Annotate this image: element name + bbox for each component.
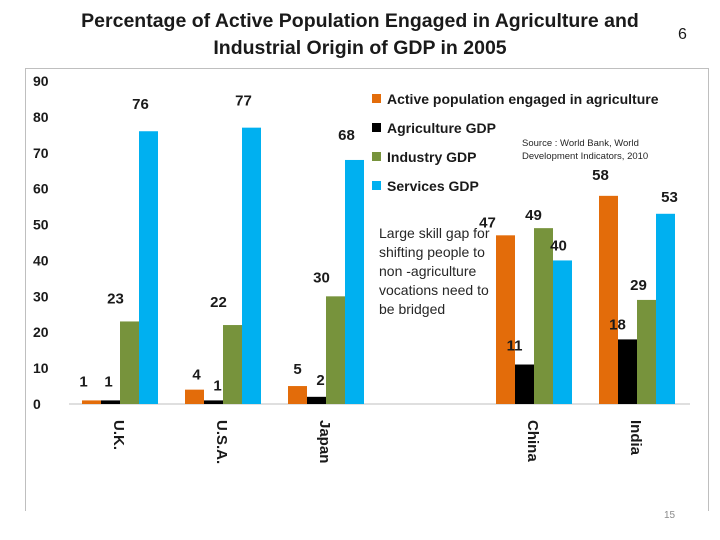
bar-india-series-0 [599,195,618,404]
data-label: 18 [609,316,626,333]
bar-japan-series-0 [288,386,307,404]
data-label: 29 [630,277,647,294]
y-tick-label: 80 [33,109,49,125]
y-tick-label: 30 [33,288,49,304]
bar-india-series-3 [656,213,675,404]
bar-uk-series-0 [82,400,101,404]
bar-india-series-2 [637,299,656,404]
bar-usa-series-3 [242,127,261,405]
y-tick-label: 10 [33,360,49,376]
page-number: 15 [664,510,676,521]
legend-item-industry-gdp: Industry GDP [372,142,658,171]
data-label: 47 [479,214,496,231]
chart-title: Percentage of Active Population Engaged … [40,8,680,62]
slide-number: 6 [678,26,687,43]
bar-usa-series-2 [223,325,242,404]
bar-china-series-3 [553,260,572,404]
bar-usa-series-1 [204,400,223,404]
data-label: 49 [525,207,542,224]
chart-title-line-2: Industrial Origin of GDP in 2005 [213,37,507,59]
source-note: Source : World Bank, World Development I… [522,137,682,163]
bar-india-series-1 [618,339,637,404]
legend-label: Industry GDP [387,148,477,165]
legend-label: Agriculture GDP [387,119,496,136]
data-label: 68 [338,127,355,144]
legend-swatch [372,152,381,161]
source-line-2: Development Indicators, 2010 [522,151,649,162]
data-label: 2 [316,372,324,389]
y-tick-label: 0 [33,396,41,412]
data-label: 1 [79,373,87,390]
legend-label: Active population engaged in agriculture [387,90,659,107]
y-tick-label: 90 [33,73,49,89]
category-label: Japan [316,420,333,463]
category-label: U.S.A. [213,420,230,464]
legend-swatch [372,123,381,132]
data-label: 1 [213,377,221,394]
bar-uk-series-3 [139,131,158,404]
chart-legend: Active population engaged in agriculture… [372,84,658,200]
bar-japan-series-3 [345,159,364,404]
bar-china-series-2 [534,228,553,404]
data-label: 77 [235,93,252,110]
data-label: 53 [661,189,678,206]
category-label: U.K. [110,420,127,450]
legend-item-agri-gdp: Agriculture GDP [372,113,658,142]
data-label: 40 [550,237,567,254]
chart-frame [25,68,709,511]
data-label: 58 [592,167,609,184]
bar-japan-series-2 [326,296,345,404]
data-label: 76 [132,96,149,113]
legend-swatch [372,94,381,103]
bar-uk-series-1 [101,400,120,404]
bar-china-series-1 [515,364,534,404]
legend-label: Services GDP [387,177,479,194]
bar-uk-series-2 [120,321,139,404]
data-label: 5 [293,361,301,378]
source-line-1: Source : World Bank, World [522,138,639,149]
data-label: 30 [313,269,330,286]
chart-title-line-1: Percentage of Active Population Engaged … [81,10,639,32]
y-tick-label: 50 [33,217,49,233]
bar-china-series-0 [496,235,515,404]
data-label: 11 [507,338,523,355]
y-tick-label: 60 [33,181,49,197]
legend-swatch [372,181,381,190]
data-label: 1 [104,373,112,390]
data-label: 22 [210,294,227,311]
y-tick-label: 70 [33,145,49,161]
legend-item-services-gdp: Services GDP [372,171,658,200]
annotation-text: Large skill gap for shifting people to n… [379,225,490,317]
data-label: 4 [192,367,201,384]
y-tick-label: 40 [33,252,49,268]
category-label: China [524,420,541,462]
category-label: India [627,420,644,456]
y-tick-label: 20 [33,324,49,340]
bar-usa-series-0 [185,389,204,404]
legend-item-agri-population: Active population engaged in agriculture [372,84,658,113]
bar-japan-series-1 [307,396,326,404]
data-label: 23 [107,290,124,307]
